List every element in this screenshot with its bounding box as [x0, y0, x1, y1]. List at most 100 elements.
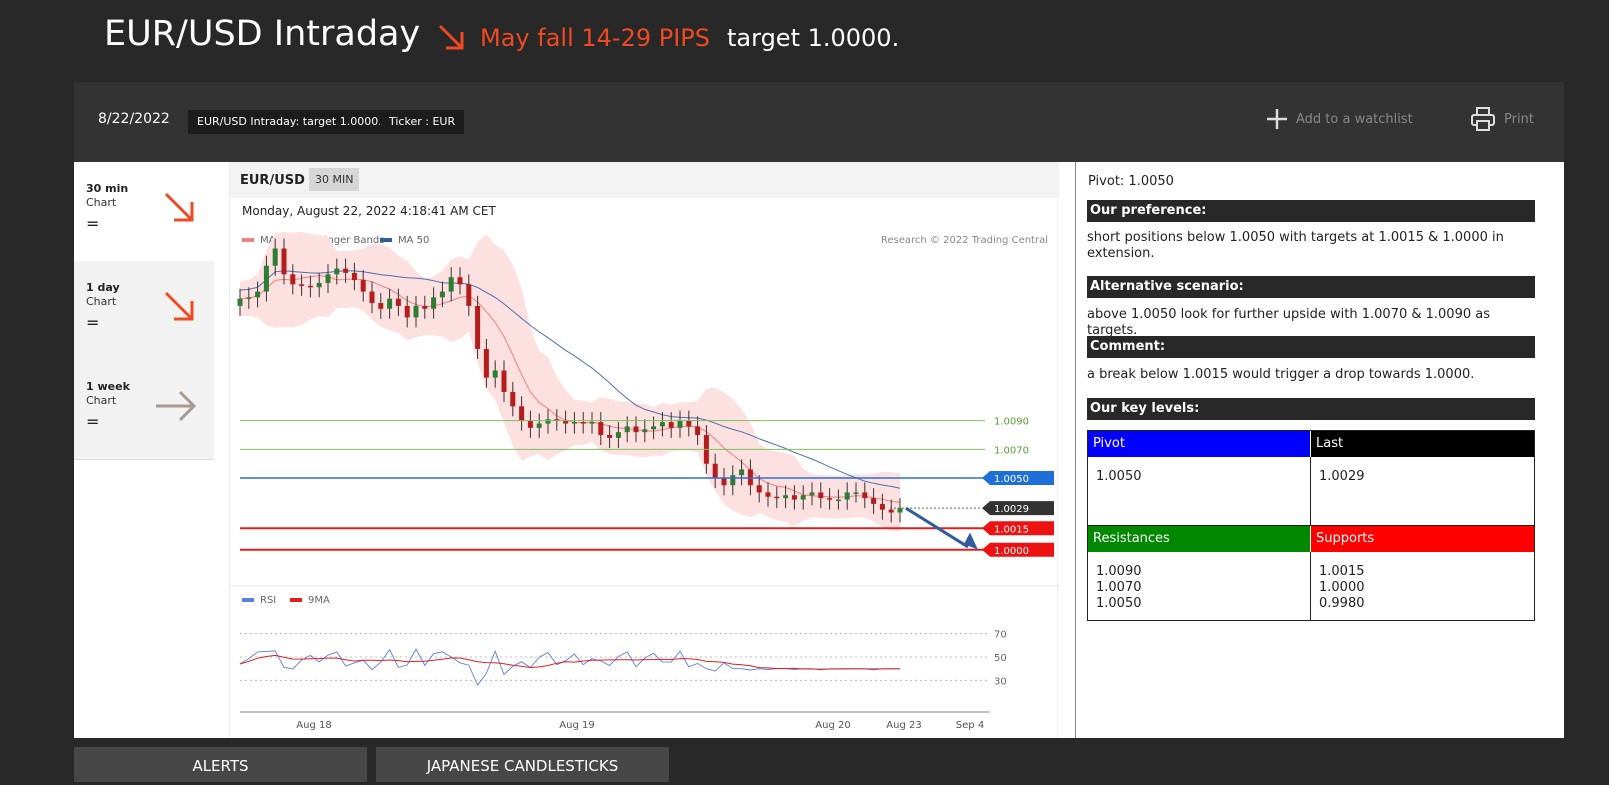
key-levels-table: Pivot Last 1.0050 1.0029 Resistances Sup… [1087, 430, 1535, 621]
chart-area: EUR/USD 30 MIN Monday, August 22, 2022 4… [229, 162, 1059, 738]
candle-body [492, 370, 498, 378]
rsi-level-label: 30 [994, 676, 1007, 687]
analysis-date: 8/22/2022 [98, 111, 170, 127]
level-label-1.0015: 1.0015 [994, 524, 1029, 535]
rsi-line [239, 648, 900, 686]
resistances-header: Resistances [1088, 526, 1311, 552]
level-label-1.0029: 1.0029 [994, 504, 1029, 515]
candle-body [360, 280, 366, 292]
level-label-1.0050: 1.0050 [994, 474, 1029, 485]
target-summary: target 1.0000. [727, 24, 900, 52]
pivot-header: Pivot [1088, 431, 1311, 457]
timeframe-label: 1 week [86, 380, 130, 393]
candle-body [756, 485, 762, 493]
candle-body [774, 496, 780, 499]
x-tick-label: Sep 4 [956, 720, 984, 731]
candle-body [818, 492, 824, 499]
resistance-value: 1.0070 [1096, 580, 1142, 595]
timeframe-equal: = [86, 412, 100, 431]
candle-body [334, 268, 340, 275]
candle-body [483, 348, 489, 378]
chart-timestamp: Monday, August 22, 2022 4:18:41 AM CET [242, 204, 496, 218]
candle-body [615, 432, 621, 438]
timeframe-label: 30 min [86, 182, 129, 195]
tab-alerts[interactable]: ALERTS [74, 747, 367, 782]
candle-body [862, 492, 868, 499]
candle-body [281, 248, 287, 275]
candle-body [888, 509, 894, 513]
candle-body [369, 291, 375, 304]
candle-body [263, 265, 269, 292]
last-header: Last [1311, 431, 1534, 457]
candle-body [272, 248, 278, 266]
level-label-1.0000: 1.0000 [994, 546, 1029, 557]
trend-summary: May fall 14-29 PIPS [480, 24, 710, 52]
right-arrow-icon [156, 390, 197, 422]
rsi-ma-legend-label: 9MA [308, 595, 330, 606]
support-value: 1.0000 [1319, 580, 1365, 595]
tab-japanese-candlesticks[interactable]: JAPANESE CANDLESTICKS [376, 747, 669, 782]
candle-body [712, 463, 718, 479]
preference-text: short positions below 1.0050 with target… [1087, 230, 1504, 261]
chart-timeframe-badge[interactable]: 30 MIN [309, 168, 360, 191]
candle-body [686, 420, 692, 427]
candle-body [721, 478, 727, 486]
pivot-line: Pivot: 1.0050 [1088, 174, 1174, 189]
print-button[interactable]: Print [1470, 104, 1534, 134]
timeframe-1day[interactable]: 1 day Chart = [74, 261, 214, 361]
candle-body [299, 284, 305, 286]
candle-body [519, 406, 525, 421]
candle-body [695, 426, 701, 436]
candle-body [457, 277, 463, 285]
candle-body [809, 492, 815, 496]
x-tick-label: Aug 19 [559, 720, 594, 731]
ma50-line [239, 270, 901, 489]
rsi-level-label: 50 [994, 653, 1007, 664]
candle-body [580, 422, 586, 424]
candle-body [351, 272, 357, 281]
candle-body [739, 469, 745, 476]
candle-body [448, 277, 454, 292]
candle-body [237, 298, 243, 306]
timeframe-30min[interactable]: 30 min Chart = [74, 162, 214, 262]
timeframe-equal: = [86, 214, 100, 233]
analysis-panel: 8/22/2022 EUR/USD Intraday: target 1.000… [74, 82, 1564, 738]
candle-body [255, 291, 261, 298]
level-label-1.0070: 1.0070 [994, 445, 1029, 456]
support-value: 1.0015 [1319, 564, 1365, 579]
trend-down-arrow-icon [438, 24, 464, 50]
timeframe-list: 30 min Chart = 1 day Chart = 1 week Char… [74, 162, 214, 460]
last-value: 1.0029 [1319, 469, 1365, 484]
candle-body [536, 423, 542, 428]
level-tag-1.0050 [982, 471, 1054, 486]
candle-body [633, 426, 639, 433]
rsi-legend-label: RSI [260, 595, 276, 606]
x-tick-label: Aug 18 [296, 720, 331, 731]
chart-symbol: EUR/USD [240, 173, 305, 188]
watchlist-label: Add to a watchlist [1296, 111, 1413, 127]
resistance-value: 1.0090 [1096, 564, 1142, 579]
candle-body [677, 420, 683, 428]
top-banner: EUR/USD Intraday May fall 14-29 PIPS tar… [0, 0, 1609, 82]
print-label: Print [1504, 111, 1534, 127]
candle-body [642, 429, 648, 433]
printer-icon [1471, 107, 1495, 131]
candle-body [624, 426, 630, 433]
candle-body [510, 391, 516, 407]
ticker-tag: Ticker : EUR [380, 110, 465, 134]
candle-body [431, 297, 437, 309]
candle-body [378, 303, 384, 309]
headline-tag: EUR/USD Intraday: target 1.0000. [188, 110, 391, 134]
candle-body [791, 495, 797, 500]
candle-body [844, 492, 850, 500]
candle-body [765, 492, 771, 497]
candle-body [325, 274, 331, 283]
timeframe-1week[interactable]: 1 week Chart = [74, 360, 214, 460]
chart-header: EUR/USD 30 MIN [230, 162, 1059, 198]
candle-body [589, 422, 595, 424]
forecast-arrowhead [964, 532, 978, 550]
add-to-watchlist-button[interactable]: Add to a watchlist [1266, 104, 1413, 134]
candle-body [563, 420, 569, 424]
candle-body [897, 508, 903, 513]
panel-header: 8/22/2022 EUR/USD Intraday: target 1.000… [74, 82, 1564, 162]
